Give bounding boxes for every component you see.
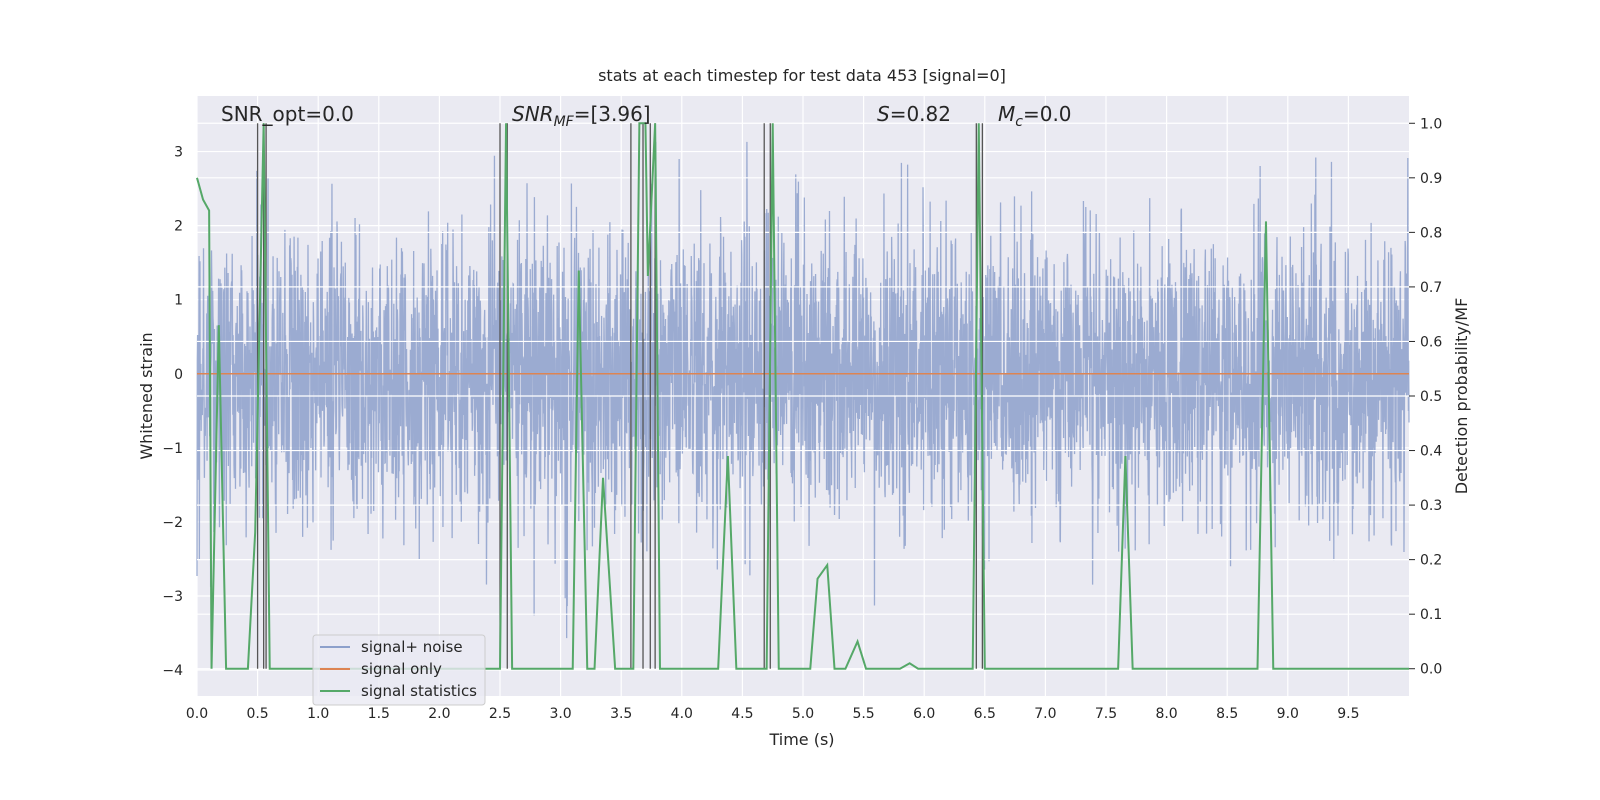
mc-symbol: M — [998, 102, 1015, 126]
x-tick-label: 0.5 — [246, 706, 268, 722]
series-signal-noise — [196, 141, 1410, 639]
y-left-tick-label: 2 — [174, 219, 183, 235]
y-left-tick-label: −1 — [162, 441, 183, 457]
x-tick-label: 3.0 — [549, 706, 571, 722]
legend: signal+ noise signal only signal statist… — [312, 634, 486, 706]
annotation-snr-opt: SNR_opt=0.0 — [221, 102, 354, 126]
y-left-tick-label: −4 — [162, 663, 183, 679]
s-value: =0.82 — [890, 102, 951, 126]
legend-label-noise: signal+ noise — [361, 638, 463, 656]
y-left-axis-label: Whitened strain — [137, 332, 156, 459]
x-tick-label: 8.0 — [1155, 706, 1177, 722]
annotation-s: S=0.82 — [877, 102, 951, 126]
x-tick-label: 6.5 — [974, 706, 996, 722]
y-left-tick-label: −3 — [162, 589, 183, 605]
x-tick-label: 7.0 — [1034, 706, 1056, 722]
y-left-tick-label: 3 — [174, 145, 183, 161]
s-symbol: S — [877, 102, 890, 126]
x-tick-label: 6.0 — [913, 706, 935, 722]
noise-trace — [196, 141, 1410, 639]
y-right-tick-label: 1.0 — [1420, 116, 1442, 132]
grid-right — [197, 122, 1409, 670]
x-tick-label: 5.5 — [852, 706, 874, 722]
snr-mf-subscript: MF — [554, 114, 575, 130]
x-tick-labels: 0.0 0.5 1.0 1.5 2.0 2.5 3.0 3.5 4.0 4.5 5.0 5.5 6.0 6… — [186, 706, 1360, 722]
x-tick-label: 2.0 — [428, 706, 450, 722]
legend-label-signal-only: signal only — [361, 660, 442, 678]
annotation-snr-mf: SNRMF=[3.96] — [512, 102, 651, 130]
y-right-tick-label: 0.7 — [1420, 280, 1442, 296]
y-right-tick-label: 0.5 — [1420, 389, 1442, 405]
x-tick-label: 1.5 — [368, 706, 390, 722]
y-right-axis-label: Detection probability/MF — [1452, 298, 1471, 495]
x-tick-label: 4.0 — [671, 706, 693, 722]
x-tick-label: 8.5 — [1216, 706, 1238, 722]
y-left-tick-label: −2 — [162, 515, 183, 531]
x-tick-label: 5.0 — [792, 706, 814, 722]
y-right-tick-label: 0.3 — [1420, 498, 1442, 514]
x-tick-label: 4.5 — [731, 706, 753, 722]
x-axis-label: Time (s) — [768, 730, 834, 749]
y-right-tick-label: 0.4 — [1420, 444, 1442, 460]
statistics-trace — [196, 122, 1409, 670]
y-left-tick-label: 1 — [174, 293, 183, 309]
chart-title: stats at each timestep for test data 453… — [598, 66, 1006, 85]
annotation-mc: Mc=0.0 — [998, 102, 1072, 130]
y-right-tick-label: 0.0 — [1420, 662, 1442, 678]
snr-mf-symbol: SNR — [512, 102, 554, 126]
mc-value: =0.0 — [1023, 102, 1072, 126]
mc-subscript: c — [1015, 114, 1023, 130]
x-tick-label: 2.5 — [489, 706, 511, 722]
y-left-tick-label: 0 — [174, 367, 183, 383]
y-right-tick-label: 0.6 — [1420, 334, 1442, 350]
x-tick-label: 9.5 — [1337, 706, 1359, 722]
legend-label-statistics: signal statistics — [361, 682, 477, 700]
y-left-tick-labels: 3 2 1 0 −1 −2 −3 −4 — [162, 145, 183, 680]
x-tick-label: 0.0 — [186, 706, 208, 722]
y-right-tick-label: 0.8 — [1420, 225, 1442, 241]
x-tick-label: 3.5 — [610, 706, 632, 722]
y-right-tick-label: 0.9 — [1420, 171, 1442, 187]
x-tick-label: 1.0 — [307, 706, 329, 722]
y-right-tick-labels: 1.0 0.9 0.8 0.7 0.6 0.5 0.4 0.3 0.2 0.1 0.0 — [1409, 116, 1442, 678]
snr-mf-value: =[3.96] — [574, 102, 651, 126]
series-signal-statistics — [196, 122, 1409, 670]
y-right-tick-label: 0.1 — [1420, 607, 1442, 623]
legend-box — [312, 634, 486, 706]
y-right-tick-label: 0.2 — [1420, 553, 1442, 569]
x-tick-label: 7.5 — [1095, 706, 1117, 722]
x-tick-label: 9.0 — [1277, 706, 1299, 722]
